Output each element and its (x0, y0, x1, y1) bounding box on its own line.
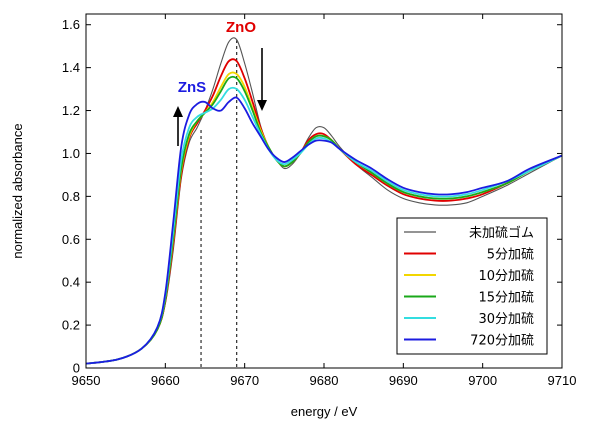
x-tick-label: 9710 (548, 373, 577, 388)
y-tick-label: 0.8 (62, 189, 80, 204)
legend-label: 30分加硫 (478, 312, 534, 327)
y-tick-label: 0.2 (62, 318, 80, 333)
series-line-5 (85, 96, 563, 365)
x-axis-label: energy / eV (291, 404, 358, 419)
x-tick-label: 9650 (72, 373, 101, 388)
legend: 未加硫ゴム 5分加硫 10分加硫 15分加硫 30分加硫 720分加硫 (396, 217, 548, 355)
legend-label: 10分加硫 (478, 269, 534, 284)
y-tick-label: 0 (73, 361, 80, 376)
x-tick-label: 9700 (468, 373, 497, 388)
series-line-3 (85, 75, 563, 365)
y-axis-ticks: 0 0.2 0.4 0.6 0.8 1.0 1.2 1.4 1.6 (62, 17, 562, 376)
legend-label: 5分加硫 (487, 248, 534, 263)
y-tick-label: 1.0 (62, 146, 80, 161)
legend-label: 720分加硫 (470, 334, 534, 349)
x-axis-ticks: 9650 9660 9670 9680 9690 9700 9710 (72, 14, 577, 388)
y-tick-label: 0.6 (62, 232, 80, 247)
x-tick-label: 9670 (230, 373, 259, 388)
legend-label: 未加硫ゴム (469, 225, 534, 241)
y-tick-label: 1.2 (62, 103, 80, 118)
y-tick-label: 0.4 (62, 275, 80, 290)
arrow-down-icon (257, 48, 267, 111)
series-line-4 (85, 86, 563, 365)
arrow-up-icon (173, 106, 183, 146)
y-tick-label: 1.6 (62, 17, 80, 32)
series-lines (85, 37, 563, 365)
annotation-zno: ZnO (226, 19, 256, 36)
y-axis-label: normalized absorbance (10, 123, 25, 258)
reference-lines (200, 40, 238, 368)
y-tick-label: 1.4 (62, 60, 80, 75)
x-tick-label: 9660 (151, 373, 180, 388)
legend-box (396, 217, 548, 355)
annotation-zns: ZnS (178, 79, 206, 96)
x-tick-label: 9680 (310, 373, 339, 388)
x-tick-label: 9690 (389, 373, 418, 388)
legend-label: 15分加硫 (478, 291, 534, 306)
